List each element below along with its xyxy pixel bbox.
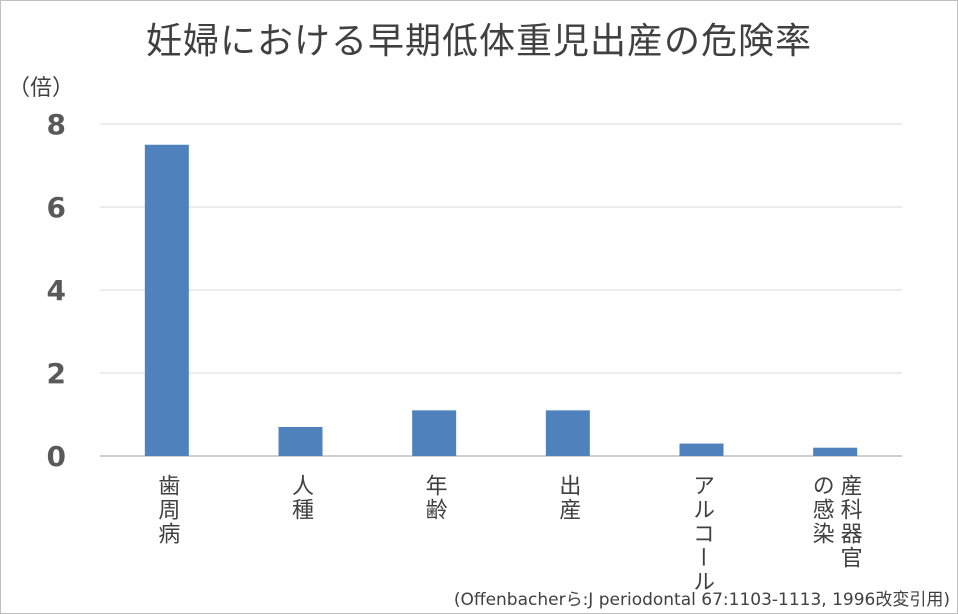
source-citation: (Offenbacherら:J periodontal 67:1103-1113… [453, 590, 950, 610]
x-category-label: 産科器官 [837, 474, 863, 570]
x-category-label: 人種 [288, 474, 314, 522]
bar [679, 443, 724, 456]
bar [412, 410, 457, 456]
y-unit-label: （倍） [8, 76, 75, 101]
x-category-label: の感染 [809, 474, 835, 546]
y-tick-label: 4 [47, 274, 66, 307]
y-tick-label: 2 [47, 357, 66, 390]
x-category-label: 歯周病 [154, 474, 180, 546]
bar [144, 144, 189, 456]
y-tick-label: 6 [47, 191, 66, 224]
x-category-label: 出産 [555, 474, 581, 522]
bar [278, 426, 323, 456]
x-category-label: 年齢 [422, 474, 448, 522]
x-category-label: アルコール [689, 474, 714, 594]
bar [813, 447, 858, 456]
y-tick-label: 8 [47, 108, 66, 141]
y-tick-label: 0 [47, 440, 66, 473]
chart-title: 妊婦における早期低体重児出産の危険率 [145, 21, 812, 62]
bar [545, 410, 590, 456]
